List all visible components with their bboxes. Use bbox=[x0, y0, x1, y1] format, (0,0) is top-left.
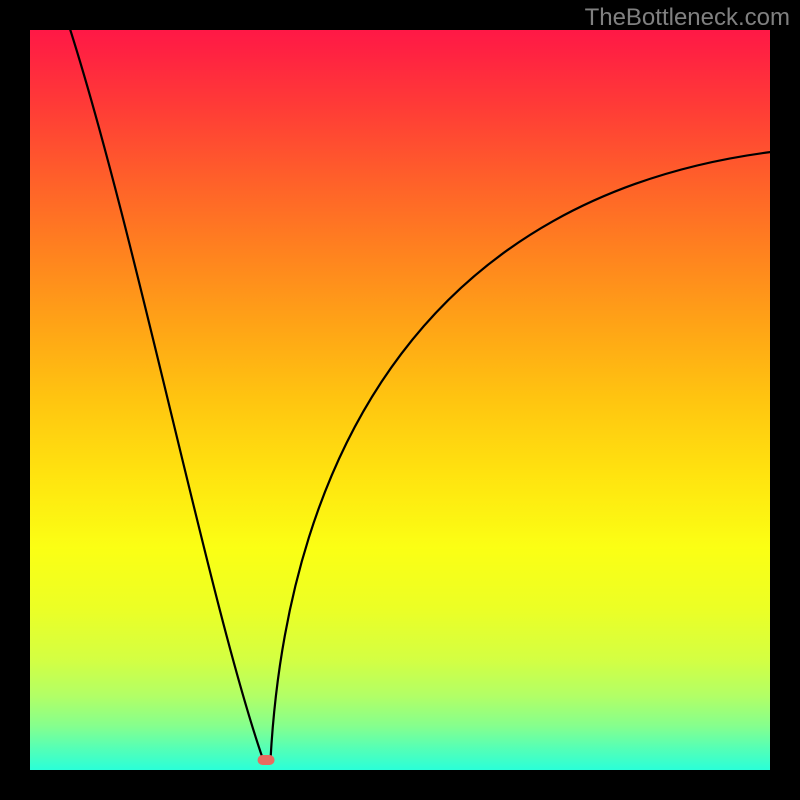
watermark-text: TheBottleneck.com bbox=[585, 4, 790, 32]
optimal-point-marker bbox=[258, 755, 275, 765]
gradient-background bbox=[30, 30, 770, 770]
chart-container: TheBottleneck.com bbox=[0, 0, 800, 800]
plot-svg bbox=[30, 30, 770, 770]
plot-area bbox=[30, 30, 770, 770]
